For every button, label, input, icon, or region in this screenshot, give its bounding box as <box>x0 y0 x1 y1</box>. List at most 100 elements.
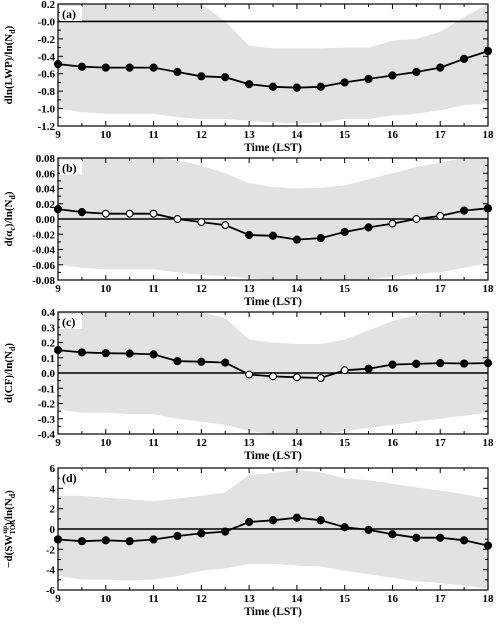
data-point <box>436 212 445 220</box>
data-point <box>340 78 349 87</box>
y-tick-label: -0.04 <box>32 245 55 257</box>
data-point <box>77 537 86 546</box>
x-tick-label: 14 <box>291 129 303 141</box>
y-axis-label: −d(SWTOAup)/ln(Nd) <box>1 490 17 568</box>
x-tick-label: 17 <box>435 437 447 449</box>
x-tick-label: 12 <box>196 129 208 141</box>
x-axis-title: Time (LST) <box>244 606 302 618</box>
x-tick-label: 18 <box>483 283 495 295</box>
data-point <box>101 63 110 72</box>
x-tick-label: 16 <box>387 437 399 449</box>
data-point <box>436 533 445 542</box>
data-point <box>364 223 373 232</box>
data-point <box>221 73 230 82</box>
x-tick-label: 18 <box>483 129 495 141</box>
data-point <box>77 62 86 71</box>
y-tick-label: 0.2 <box>41 338 55 350</box>
data-point <box>292 235 301 244</box>
data-point <box>77 208 86 217</box>
x-tick-label: 9 <box>55 129 61 141</box>
data-point <box>460 536 469 545</box>
x-tick-label: 11 <box>148 593 158 605</box>
x-tick-label: 13 <box>244 283 256 295</box>
data-point <box>388 360 397 369</box>
y-tick-label: 0.04 <box>36 184 56 196</box>
data-point <box>125 63 134 72</box>
data-point <box>292 373 301 382</box>
data-point <box>388 71 397 80</box>
data-point <box>149 209 158 218</box>
y-tick-label: 0.3 <box>41 322 55 334</box>
data-point <box>412 215 421 223</box>
data-point <box>436 358 445 368</box>
x-tick-label: 14 <box>291 283 303 295</box>
data-point <box>125 349 134 358</box>
data-point <box>221 527 230 536</box>
y-tick-label: 6 <box>50 463 56 475</box>
panel-label: (d) <box>62 471 77 485</box>
x-tick-label: 11 <box>148 283 158 295</box>
data-point <box>77 348 86 357</box>
x-tick-label: 15 <box>339 129 351 141</box>
uncertainty-band <box>58 4 488 124</box>
data-point <box>460 359 469 368</box>
y-tick-label: -1.2 <box>38 121 56 133</box>
data-point <box>292 83 301 92</box>
y-tick-label: -4 <box>46 565 56 577</box>
x-tick-label: 16 <box>387 129 399 141</box>
data-point <box>316 374 325 382</box>
data-point <box>340 366 349 375</box>
data-point <box>460 54 469 64</box>
data-point <box>245 517 254 527</box>
data-point <box>101 349 110 358</box>
data-point <box>149 535 158 544</box>
y-tick-label: 0.2 <box>41 0 55 11</box>
x-axis-title: Time (LST) <box>244 296 302 308</box>
data-point <box>268 231 278 240</box>
chart-panel-1: 9 10 11 12 13 14 15 16 17 18 -1.2 -1.0 -0.8 -0.6 -0.4 -… <box>3 0 494 154</box>
x-axis-title: Time (LST) <box>244 450 302 462</box>
x-tick-label: 10 <box>100 283 112 295</box>
x-tick-label: 17 <box>435 593 447 605</box>
y-tick-label: -0.2 <box>38 399 56 411</box>
x-tick-label: 11 <box>148 129 158 141</box>
y-axis-label: d(αc)/ln(Nd) <box>3 191 17 246</box>
data-point <box>412 67 421 77</box>
y-axis-label: d(CF)/ln(Nd) <box>3 343 17 403</box>
x-tick-label: 15 <box>339 283 351 295</box>
x-tick-label: 14 <box>291 437 303 449</box>
y-tick-label: 0.06 <box>36 168 56 180</box>
y-tick-label: -0.4 <box>38 429 56 441</box>
data-point <box>149 350 158 359</box>
x-tick-label: 18 <box>483 437 495 449</box>
x-tick-label: 13 <box>244 437 256 449</box>
data-point <box>245 370 254 379</box>
data-point <box>197 357 206 366</box>
y-tick-label: -0.1 <box>38 383 55 395</box>
data-point <box>125 209 134 218</box>
data-point <box>173 357 182 366</box>
x-tick-label: 12 <box>196 593 208 605</box>
x-tick-label: 15 <box>339 437 351 449</box>
data-point <box>245 230 254 240</box>
panel-label: (a) <box>62 7 76 21</box>
data-point <box>197 529 206 538</box>
panel-label-bg <box>60 6 82 21</box>
x-tick-label: 13 <box>244 593 256 605</box>
data-point <box>436 63 445 72</box>
data-point <box>364 364 373 373</box>
data-point <box>221 358 230 367</box>
data-point <box>412 533 421 542</box>
y-tick-label: -0.06 <box>32 260 55 272</box>
y-tick-label: -0.8 <box>38 86 56 98</box>
x-tick-label: 16 <box>387 283 399 295</box>
data-point <box>245 80 254 89</box>
data-point <box>412 359 421 368</box>
data-point <box>364 74 373 84</box>
data-point <box>173 215 182 223</box>
data-point <box>101 209 110 218</box>
data-point <box>221 221 230 230</box>
x-tick-label: 12 <box>196 437 208 449</box>
y-tick-label: 0.02 <box>36 199 56 211</box>
